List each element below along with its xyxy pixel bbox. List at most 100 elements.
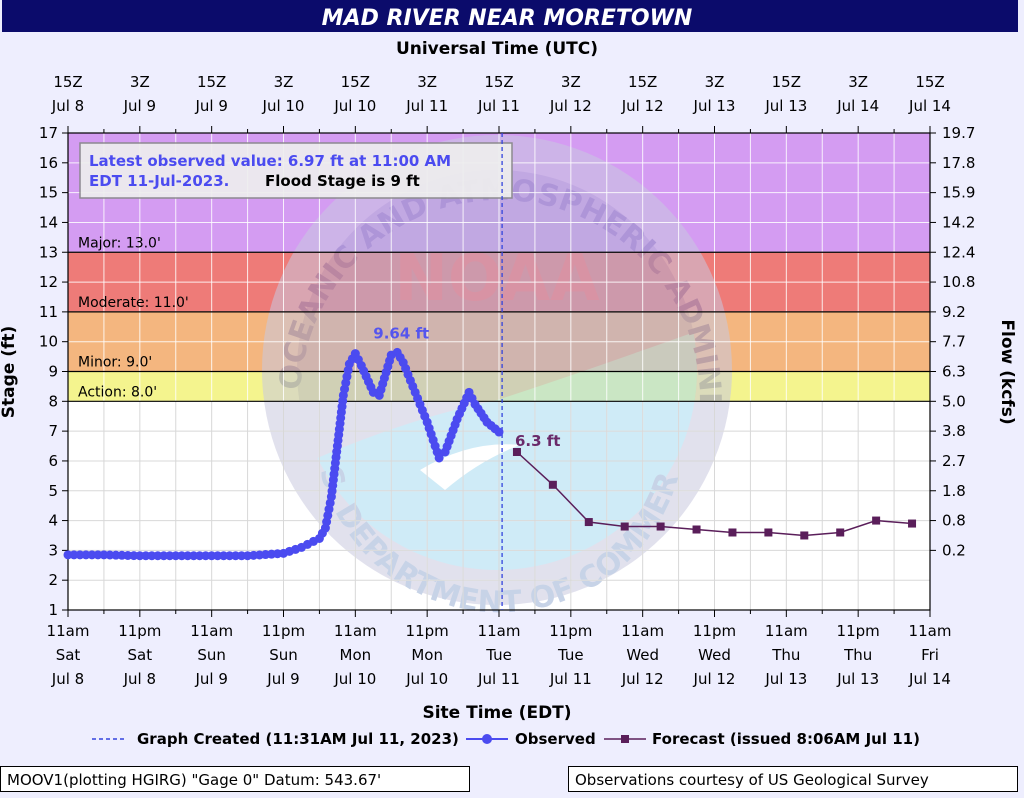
x-tick-label: Mon xyxy=(411,646,443,664)
forecast-point xyxy=(800,531,809,540)
observed-series xyxy=(63,347,504,561)
x-tick-label: Sun xyxy=(197,646,226,664)
legend-forecast-marker xyxy=(621,735,629,743)
top-tick-label: 3Z xyxy=(561,73,581,91)
top-axis-title: Universal Time (UTC) xyxy=(396,39,598,59)
hydrograph-chart: MAD RIVER NEAR MORETOWN Universal Time (… xyxy=(0,0,1018,748)
top-tick-label: Jul 11 xyxy=(477,97,520,115)
band-label-moderate: Moderate: 11.0' xyxy=(78,295,189,311)
y-tick-label: 7 xyxy=(48,422,58,440)
top-tick-label: 3Z xyxy=(417,73,437,91)
top-tick-label: Jul 9 xyxy=(194,97,227,115)
watermark-center: NOAA xyxy=(394,242,600,316)
y-tick-label: 17 xyxy=(39,124,58,142)
footer-credit: Observations courtesy of US Geological S… xyxy=(568,766,1018,792)
y2-tick-label: 2.7 xyxy=(942,452,966,470)
top-tick-label: Jul 13 xyxy=(764,97,807,115)
top-tick-label: Jul 9 xyxy=(123,97,156,115)
x-tick-label: 11am xyxy=(765,622,808,640)
annotations: 9.64 ft 6.3 ft xyxy=(373,324,560,450)
top-tick-label: 15Z xyxy=(341,73,370,91)
legend-created-label: Graph Created (11:31AM Jul 11, 2023) xyxy=(137,730,459,748)
x-tick-label: Jul 8 xyxy=(51,670,84,688)
top-tick-label: 15Z xyxy=(484,73,513,91)
top-tick-label: 15Z xyxy=(53,73,82,91)
band-label-major: Major: 13.0' xyxy=(78,235,161,251)
y2-tick-label: 3.8 xyxy=(942,422,966,440)
band-label-minor: Minor: 9.0' xyxy=(78,355,152,371)
x-tick-label: 11am xyxy=(621,622,664,640)
y2-tick-label: 5.0 xyxy=(942,392,966,410)
forecast-point xyxy=(728,528,737,537)
x-tick-label: 11pm xyxy=(549,622,592,640)
x-tick-label: Jul 14 xyxy=(908,670,951,688)
y2-axis-title: Flow (kcfs) xyxy=(997,319,1017,424)
x-tick-label: Tue xyxy=(485,646,512,664)
x-tick-label: Wed xyxy=(698,646,731,664)
x-tick-label: Fri xyxy=(921,646,939,664)
top-tick-label: 15Z xyxy=(915,73,944,91)
top-tick-label: Jul 8 xyxy=(51,97,84,115)
x-axis-bottom: 11am Sat Jul 8 11pm Sat Jul 8 11am Sun Jul 9 11pm… xyxy=(47,610,952,688)
annotation-label: 9.64 ft xyxy=(373,324,429,342)
y2-axis: 19.7 17.8 15.9 14.2 12.4 10.8 9.2 7.7 6.3 5.0 3.8 2… xyxy=(930,124,975,559)
x-tick-label: Jul 9 xyxy=(194,670,227,688)
y-tick-label: 16 xyxy=(39,154,58,172)
x-tick-label: Jul 11 xyxy=(549,670,592,688)
y-tick-label: 4 xyxy=(48,512,58,530)
info-flood-stage: Flood Stage is 9 ft xyxy=(265,172,420,190)
y2-tick-label: 6.3 xyxy=(942,363,966,381)
x-axis-title: Site Time (EDT) xyxy=(422,703,571,723)
top-tick-label: 15Z xyxy=(772,73,801,91)
y2-tick-label: 19.7 xyxy=(942,124,975,142)
y2-tick-label: 14.2 xyxy=(942,213,975,231)
top-tick-label: Jul 13 xyxy=(693,97,736,115)
y-tick-label: 10 xyxy=(39,333,58,351)
forecast-point xyxy=(620,522,629,531)
y2-tick-label: 12.4 xyxy=(942,243,975,261)
x-tick-label: 11pm xyxy=(262,622,305,640)
x-tick-label: 11am xyxy=(47,622,90,640)
x-tick-label: 11am xyxy=(190,622,233,640)
y-tick-label: 15 xyxy=(39,184,58,202)
band-labels: Major: 13.0' Moderate: 11.0' Minor: 9.0' Ac… xyxy=(68,235,930,402)
top-tick-label: Jul 11 xyxy=(405,97,448,115)
forecast-point xyxy=(872,516,881,525)
y2-tick-label: 7.7 xyxy=(942,333,966,351)
x-tick-label: Sat xyxy=(56,646,81,664)
info-observed-date: EDT 11-Jul-2023. xyxy=(89,172,229,190)
top-tick-label: 3Z xyxy=(274,73,294,91)
forecast-point xyxy=(512,447,521,456)
x-tick-label: Wed xyxy=(626,646,659,664)
forecast-point xyxy=(548,480,557,489)
x-tick-label: 11pm xyxy=(693,622,736,640)
title-bar xyxy=(2,0,1018,32)
x-tick-label: 11am xyxy=(334,622,377,640)
y-tick-label: 6 xyxy=(48,452,58,470)
x-tick-label: 11pm xyxy=(406,622,449,640)
y2-tick-label: 17.8 xyxy=(942,154,975,172)
observed-point xyxy=(494,427,504,437)
forecast-point xyxy=(764,528,773,537)
forecast-point xyxy=(656,522,665,531)
y2-tick-label: 9.2 xyxy=(942,303,966,321)
x-tick-label: 11am xyxy=(909,622,952,640)
y-tick-label: 11 xyxy=(39,303,58,321)
x-tick-label: Sat xyxy=(128,646,153,664)
legend-forecast-label: Forecast (issued 8:06AM Jul 11) xyxy=(652,730,920,748)
legend: Graph Created (11:31AM Jul 11, 2023) Obs… xyxy=(92,730,920,748)
forecast-point xyxy=(692,525,701,534)
top-tick-label: Jul 10 xyxy=(333,97,376,115)
top-tick-label: 15Z xyxy=(197,73,226,91)
x-tick-label: Thu xyxy=(843,646,872,664)
top-tick-label: Jul 14 xyxy=(908,97,951,115)
legend-observed-marker xyxy=(482,734,492,744)
y2-tick-label: 0.8 xyxy=(942,512,966,530)
y-tick-label: 1 xyxy=(48,601,58,619)
top-tick-label: Jul 10 xyxy=(262,97,305,115)
info-box: Latest observed value: 6.97 ft at 11:00 … xyxy=(79,142,513,199)
forecast-point xyxy=(584,518,593,527)
x-tick-label: Jul 9 xyxy=(266,670,299,688)
x-tick-label: Jul 13 xyxy=(836,670,879,688)
y-tick-label: 12 xyxy=(39,273,58,291)
